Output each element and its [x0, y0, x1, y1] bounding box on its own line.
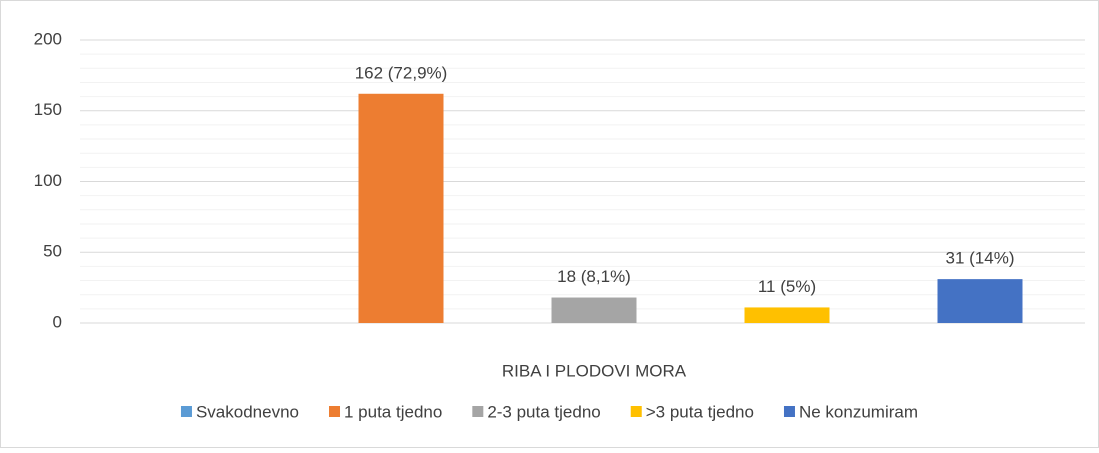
y-tick-label: 150 — [34, 100, 62, 119]
legend-label: Svakodnevno — [196, 402, 299, 421]
legend-label: 1 puta tjedno — [344, 402, 442, 421]
data-label: 31 (14%) — [946, 249, 1015, 268]
legend-label: >3 puta tjedno — [646, 402, 754, 421]
data-label: 11 (5%) — [758, 277, 816, 296]
y-tick-label: 50 — [43, 242, 62, 261]
legend-swatch — [630, 406, 642, 417]
y-tick-label: 100 — [34, 171, 62, 190]
legend-swatch — [783, 406, 795, 417]
legend-label: Ne konzumiram — [799, 402, 918, 421]
bar — [937, 279, 1023, 323]
y-tick-label: 200 — [34, 29, 62, 48]
bar — [551, 297, 637, 323]
bar — [744, 307, 830, 323]
data-label: 162 (72,9%) — [355, 63, 448, 82]
legend-swatch — [472, 406, 484, 417]
bar — [358, 93, 444, 324]
legend-label: 2-3 puta tjedno — [487, 402, 600, 421]
legend-swatch — [329, 406, 341, 417]
data-label: 18 (8,1%) — [557, 267, 631, 286]
y-tick-label: 0 — [53, 312, 62, 331]
legend-swatch — [180, 406, 192, 417]
x-category-label: RIBA I PLODOVI MORA — [502, 361, 687, 380]
